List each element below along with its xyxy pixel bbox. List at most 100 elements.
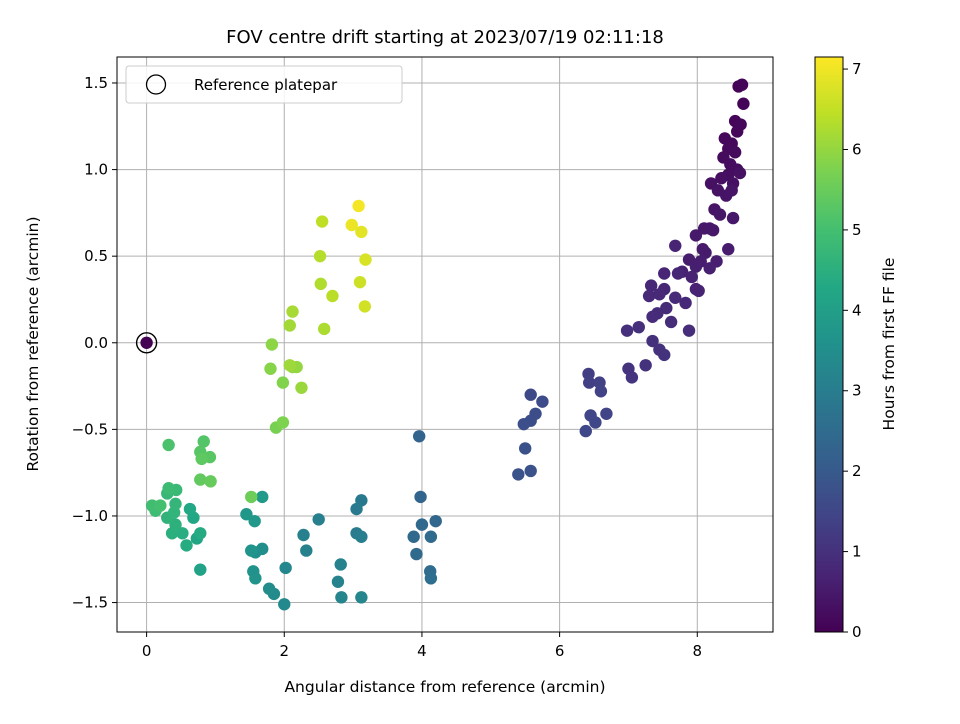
data-point: [664, 315, 678, 329]
data-point: [176, 527, 189, 540]
reference-point-ring: [135, 332, 158, 354]
data-point: [331, 575, 345, 588]
colorbar-tick-label: 4: [852, 301, 862, 319]
data-point: [517, 417, 531, 431]
data-point: [195, 452, 208, 466]
colorbar-tick-label: 1: [852, 543, 862, 561]
x-tick-label: 2: [279, 642, 289, 660]
data-point: [264, 362, 277, 375]
data-point: [679, 296, 692, 310]
data-point: [249, 572, 262, 585]
data-point: [283, 359, 296, 372]
data-point: [350, 502, 363, 516]
data-point: [407, 530, 420, 543]
data-point: [733, 166, 747, 180]
colorbar-tick-label: 7: [852, 60, 862, 78]
data-point: [642, 289, 656, 303]
data-point: [345, 218, 358, 232]
data-point: [194, 527, 207, 540]
data-point: [194, 563, 207, 576]
data-point: [424, 572, 438, 585]
legend-label: Reference platepar: [194, 76, 338, 94]
data-point: [245, 544, 258, 557]
data-point: [682, 324, 696, 337]
data-point: [295, 381, 308, 394]
data-point: [355, 225, 368, 239]
data-point: [689, 260, 703, 273]
data-point: [245, 490, 258, 504]
data-point: [524, 388, 537, 401]
data-point: [140, 336, 153, 349]
colorbar-ticks: 0 1 2 3 4 5 6 7: [843, 60, 862, 641]
data-point: [689, 229, 703, 242]
data-point: [429, 514, 442, 528]
x-axis-label: Angular distance from reference (arcmin): [284, 678, 605, 696]
data-point: [412, 430, 426, 443]
data-point: [240, 508, 253, 521]
y-tick-label: 1.0: [84, 161, 108, 179]
data-point: [706, 223, 720, 237]
data-point: [646, 310, 659, 323]
data-point: [297, 528, 310, 542]
data-point: [352, 199, 365, 213]
data-point: [169, 497, 182, 511]
data-point: [317, 322, 331, 336]
colorbar-tick-label: 3: [852, 382, 862, 400]
data-point: [358, 300, 372, 313]
data-point: [722, 243, 735, 256]
data-point: [512, 468, 525, 481]
colorbar-tick-label: 0: [852, 623, 862, 641]
data-point: [276, 416, 290, 429]
data-point: [162, 438, 175, 452]
data-point: [278, 598, 291, 611]
colorbar-tick-label: 2: [852, 462, 862, 480]
data-point: [726, 211, 740, 225]
data-point: [600, 407, 613, 420]
data-point: [632, 320, 645, 334]
data-point: [594, 385, 608, 398]
legend-box: [125, 65, 403, 104]
data-point: [703, 262, 716, 275]
data-point: [583, 376, 596, 389]
y-tick-label: 1.5: [84, 74, 108, 92]
legend: Reference platepar: [125, 65, 403, 104]
data-points: [140, 78, 750, 611]
data-point: [685, 270, 698, 284]
data-point: [197, 435, 210, 448]
data-point: [262, 582, 276, 595]
legend-marker-icon: [145, 74, 167, 95]
colorbar-tick-label: 6: [852, 140, 862, 158]
colorbar-tick-label: 5: [852, 221, 862, 239]
data-point: [646, 334, 659, 348]
data-point: [256, 490, 269, 504]
data-point: [314, 277, 327, 291]
data-point: [579, 424, 592, 438]
data-point: [737, 97, 750, 110]
y-axis-label: Rotation from reference (arcmin): [24, 216, 42, 471]
data-point: [639, 359, 652, 372]
data-point: [248, 514, 261, 528]
data-point: [625, 371, 639, 384]
plot-frame: [116, 56, 774, 633]
x-axis-ticks: 0 2 4 6 8: [142, 632, 702, 660]
data-point: [355, 591, 368, 604]
data-point: [715, 172, 728, 185]
data-point: [204, 475, 217, 488]
data-point: [169, 518, 182, 531]
data-point: [300, 544, 313, 557]
data-point: [353, 275, 367, 289]
data-point: [334, 558, 347, 571]
y-tick-label: 0.5: [84, 247, 108, 265]
colorbar-label: Hours from first FF file: [880, 258, 898, 431]
data-point: [286, 305, 299, 318]
data-point: [719, 189, 733, 202]
data-point: [410, 547, 423, 561]
data-point: [669, 291, 682, 304]
data-point: [658, 267, 671, 280]
data-point: [713, 208, 727, 221]
y-tick-label: 0.0: [84, 334, 108, 352]
reference-marker: [135, 332, 158, 354]
y-tick-label: −1.0: [72, 507, 108, 525]
data-point: [669, 239, 682, 252]
